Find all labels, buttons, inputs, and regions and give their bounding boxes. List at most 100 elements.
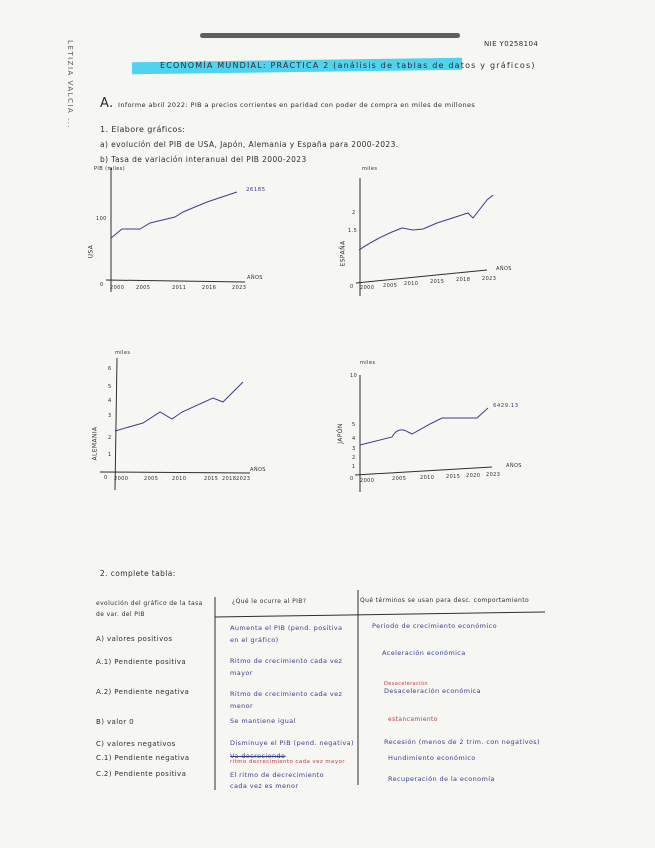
page-title: ECONOMÍA MUNDIAL: PRÁCTICA 2 (análisis d… [160, 61, 536, 70]
japan-x-tick: 2005 [392, 476, 407, 482]
spain-x-axis-label: AÑOS [496, 266, 512, 272]
usa-x-axis-label: AÑOS [247, 275, 263, 281]
japan-y-tick: 3 [352, 446, 356, 452]
row-term: Recesión (menos de 2 trim. con negativos… [384, 738, 540, 746]
germany-x-tick: 2005 [144, 476, 159, 482]
row-label: C) valores negativos [96, 740, 176, 748]
task-1b: b) Tasa de variación interanual del PIB … [100, 155, 307, 164]
spain-x-tick: 2000 [360, 285, 375, 291]
row-label: C.2) Pendiente positiva [96, 770, 187, 778]
germany-series-line [114, 381, 244, 432]
japan-x-axis-label: AÑOS [506, 463, 522, 469]
japan-y-tick: 5 [352, 422, 356, 428]
row-what: Se mantiene igual [230, 717, 296, 725]
germany-y-tick: 5 [108, 384, 112, 390]
japan-y-tick: 10 [350, 373, 358, 379]
spain-y-tick: 1.5 [348, 228, 358, 234]
row-label: C.1) Pendiente negativa [96, 754, 190, 762]
japan-x-axis [354, 466, 493, 476]
row-term-correction: Desaceleración [384, 681, 428, 687]
row-label: A.2) Pendiente negativa [96, 688, 190, 696]
germany-x-tick: 2015 [204, 476, 219, 482]
section-a-intro: Informe abril 2022: PIB a precios corrie… [118, 101, 476, 109]
table-header-line [214, 611, 546, 618]
usa-x-tick: 2023 [232, 285, 247, 291]
row-label: A.1) Pendiente positiva [96, 658, 187, 666]
usa-unit-label: PIB (miles) [94, 166, 126, 172]
usa-origin: 0 [100, 282, 104, 288]
row-what-correction: ritmo decrecimiento cada vez mayor [230, 759, 345, 765]
japan-x-tick: 2010 [420, 475, 435, 481]
row-what: Ritmo de crecimiento cada vez menor [230, 690, 343, 710]
germany-country-label: ALEMANIA [91, 426, 99, 461]
germany-y-axis [114, 357, 118, 491]
row-what: Aumenta el PIB (pend. positiva en el grá… [230, 624, 343, 644]
usa-x-tick: 2016 [202, 285, 217, 291]
japan-series-line [359, 407, 489, 446]
row-what-struck: Va decreciendo [230, 752, 286, 760]
student-id: NIE Y0258104 [484, 40, 539, 48]
spain-origin: 0 [350, 284, 354, 290]
col2-header: ¿Qué le ocurre al PIB? [232, 598, 307, 605]
japan-country-label: JAPÓN [336, 423, 344, 444]
col1-header: evolución del gráfico de la tasa de var.… [96, 600, 203, 618]
col3-header: Qué términos se usan para desc. comporta… [360, 597, 530, 604]
usa-country-label: USA [87, 244, 95, 259]
japan-y-tick: 4 [352, 436, 356, 442]
usa-series-line [110, 191, 238, 239]
spain-unit-label: miles [362, 166, 378, 172]
spain-country-label: ESPAÑA [339, 240, 347, 267]
japan-y-tick: 2 [352, 455, 356, 461]
germany-y-tick: 3 [108, 413, 112, 419]
japan-x-tick: 2023 [486, 472, 501, 478]
spain-x-axis [355, 269, 488, 284]
germany-origin: 0 [104, 475, 108, 481]
spain-x-tick: 2010 [404, 281, 419, 287]
japan-x-tick: 2000 [360, 478, 375, 484]
row-label: B) valor 0 [96, 718, 134, 726]
scan-shadow [200, 33, 460, 38]
japan-unit-label: miles [360, 360, 376, 366]
section-a-heading: A. [100, 96, 114, 111]
spain-x-tick: 2015 [430, 279, 445, 285]
usa-x-tick: 2011 [172, 285, 187, 291]
germany-unit-label: miles [115, 350, 131, 356]
spain-x-tick: 2018 [456, 277, 471, 283]
spain-series-line [358, 194, 494, 251]
germany-x-tick: 2010 [172, 476, 187, 482]
germany-x-tick: 2000 [114, 476, 129, 482]
row-label: A) valores positivos [96, 635, 173, 643]
germany-x-tick: 2018 [222, 476, 237, 482]
spain-x-tick: 2005 [383, 283, 398, 289]
germany-y-tick: 4 [108, 398, 112, 404]
germany-x-axis [99, 471, 251, 474]
task-1a: a) evolución del PIB de USA, Japón, Alem… [100, 140, 399, 149]
japan-origin: 0 [350, 476, 354, 482]
spain-y-tick: 2 [352, 210, 356, 216]
germany-y-tick: 6 [108, 366, 112, 372]
usa-x-tick: 2000 [110, 285, 125, 291]
usa-x-axis [105, 279, 246, 283]
usa-y-tick: 100 [96, 216, 107, 222]
japan-x-tick: 2020 [466, 473, 481, 479]
row-term: Hundimiento económico [388, 754, 476, 762]
usa-x-tick: 2005 [136, 285, 151, 291]
germany-y-tick: 1 [108, 452, 112, 458]
row-term: Recuperación de la economía [388, 775, 495, 783]
row-what: Ritmo de crecimiento cada vez mayor [230, 657, 343, 677]
section-2-heading: 2. complete tabla: [100, 569, 176, 578]
row-what: El ritmo de decrecimiento cada vez es me… [230, 771, 324, 790]
germany-x-axis-label: AÑOS [250, 467, 266, 473]
row-term: Desaceleración económica [384, 687, 481, 695]
task-1: 1. Elabore gráficos: [100, 125, 186, 134]
row-what: Disminuye el PIB (pend. negativa) [230, 739, 354, 747]
row-term: estancamiento [388, 716, 438, 723]
japan-x-tick: 2015 [446, 474, 461, 480]
germany-x-tick: 2023 [236, 476, 251, 482]
spain-x-tick: 2023 [482, 276, 497, 282]
japan-end-value: 6429.13 [493, 403, 519, 409]
row-term: Aceleración económica [382, 649, 466, 657]
row-term: Periodo de crecimiento económico [372, 622, 497, 630]
germany-y-tick: 2 [108, 435, 112, 441]
